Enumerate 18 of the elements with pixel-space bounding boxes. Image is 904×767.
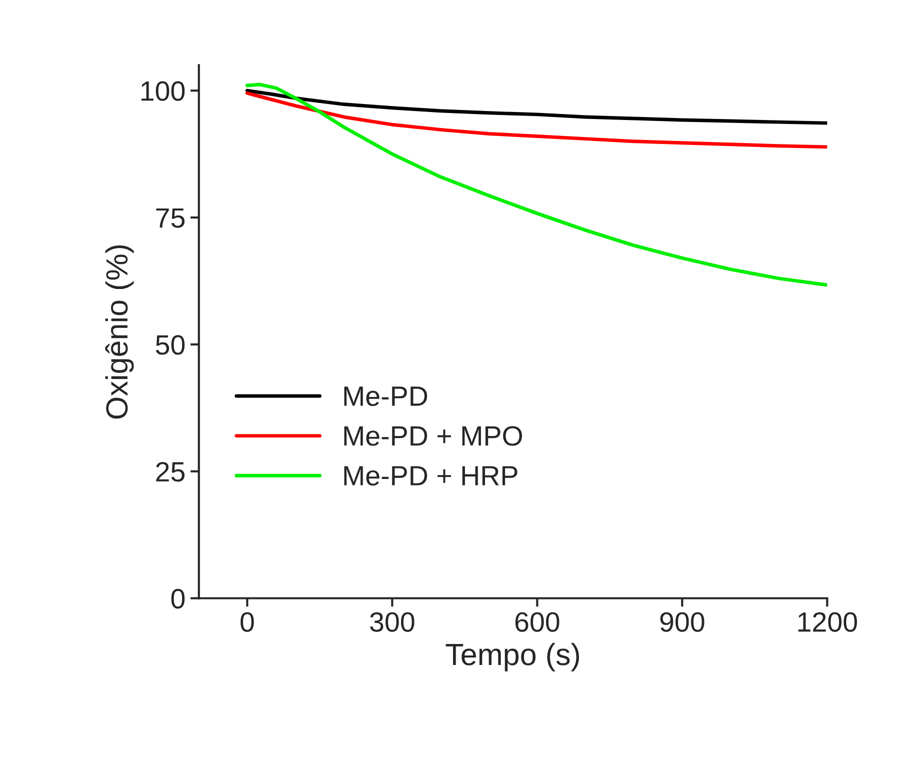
x-tick-label: 600 [515,612,560,632]
line-series [245,91,828,149]
legend-label: Me-PD + HRP [344,466,518,486]
y-tick-label: 100 [141,81,185,101]
x-tick-label: 0 [240,612,254,632]
y-tick-label: 75 [156,208,185,228]
x-axis-title: Tempo (s) [446,642,580,672]
x-tick-label: 900 [660,612,704,632]
x-tick-label: 300 [370,612,414,632]
line-series [245,88,828,125]
legend-label: Me-PD [344,386,428,406]
legend-label: Me-PD + MPO [344,426,522,446]
y-tick-label: 0 [171,588,185,609]
line-series [245,82,828,287]
y-tick-label: 25 [156,462,185,482]
y-axis-title: Oxigênio (%) [105,245,134,419]
x-tick-label: 1200 [798,612,857,632]
y-tick-label: 50 [156,335,185,355]
